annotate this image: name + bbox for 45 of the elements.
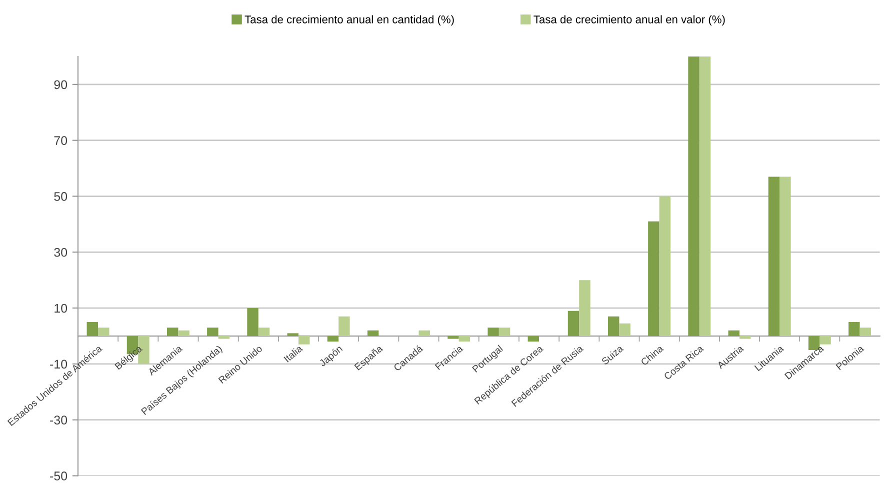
bar bbox=[648, 221, 660, 336]
y-tick-label: -50 bbox=[50, 472, 68, 480]
y-tick-label: -10 bbox=[50, 360, 68, 369]
bar bbox=[218, 336, 230, 339]
bar bbox=[258, 328, 270, 336]
bar bbox=[498, 328, 510, 336]
y-tick-label: 10 bbox=[54, 304, 68, 313]
y-tick-label: -30 bbox=[50, 416, 68, 425]
bar bbox=[207, 328, 218, 336]
bar bbox=[699, 56, 711, 336]
bar bbox=[579, 280, 590, 336]
bar bbox=[608, 316, 620, 336]
bar bbox=[528, 336, 540, 342]
bar bbox=[820, 336, 831, 344]
y-tick-label: 90 bbox=[54, 80, 68, 90]
bar bbox=[728, 330, 740, 336]
legend-label: Tasa de crecimiento anual en valor (%) bbox=[534, 15, 725, 26]
bar bbox=[659, 196, 671, 336]
bar bbox=[166, 328, 178, 336]
bar bbox=[98, 328, 110, 336]
bar bbox=[367, 330, 379, 336]
bar bbox=[418, 330, 430, 336]
bar bbox=[768, 176, 780, 336]
bar bbox=[327, 336, 339, 342]
bar bbox=[287, 333, 298, 336]
bar bbox=[688, 56, 700, 336]
bar bbox=[458, 336, 470, 342]
bar bbox=[338, 316, 350, 336]
bar bbox=[247, 308, 258, 336]
bar bbox=[488, 328, 499, 336]
bar bbox=[86, 322, 98, 336]
bar bbox=[739, 336, 751, 339]
legend-label: Tasa de crecimiento anual en cantidad (%) bbox=[244, 15, 454, 26]
x-tick-label: Italia bbox=[283, 344, 304, 362]
bar bbox=[448, 336, 459, 339]
bar bbox=[780, 176, 791, 336]
bar bbox=[568, 310, 580, 336]
y-tick-label: 70 bbox=[54, 136, 68, 146]
y-tick-label: 30 bbox=[54, 248, 68, 257]
bar bbox=[860, 328, 871, 336]
bar bbox=[848, 322, 860, 336]
bar bbox=[178, 330, 190, 336]
bar bbox=[298, 336, 310, 344]
y-tick-label: 50 bbox=[54, 192, 68, 201]
bar bbox=[619, 323, 630, 336]
